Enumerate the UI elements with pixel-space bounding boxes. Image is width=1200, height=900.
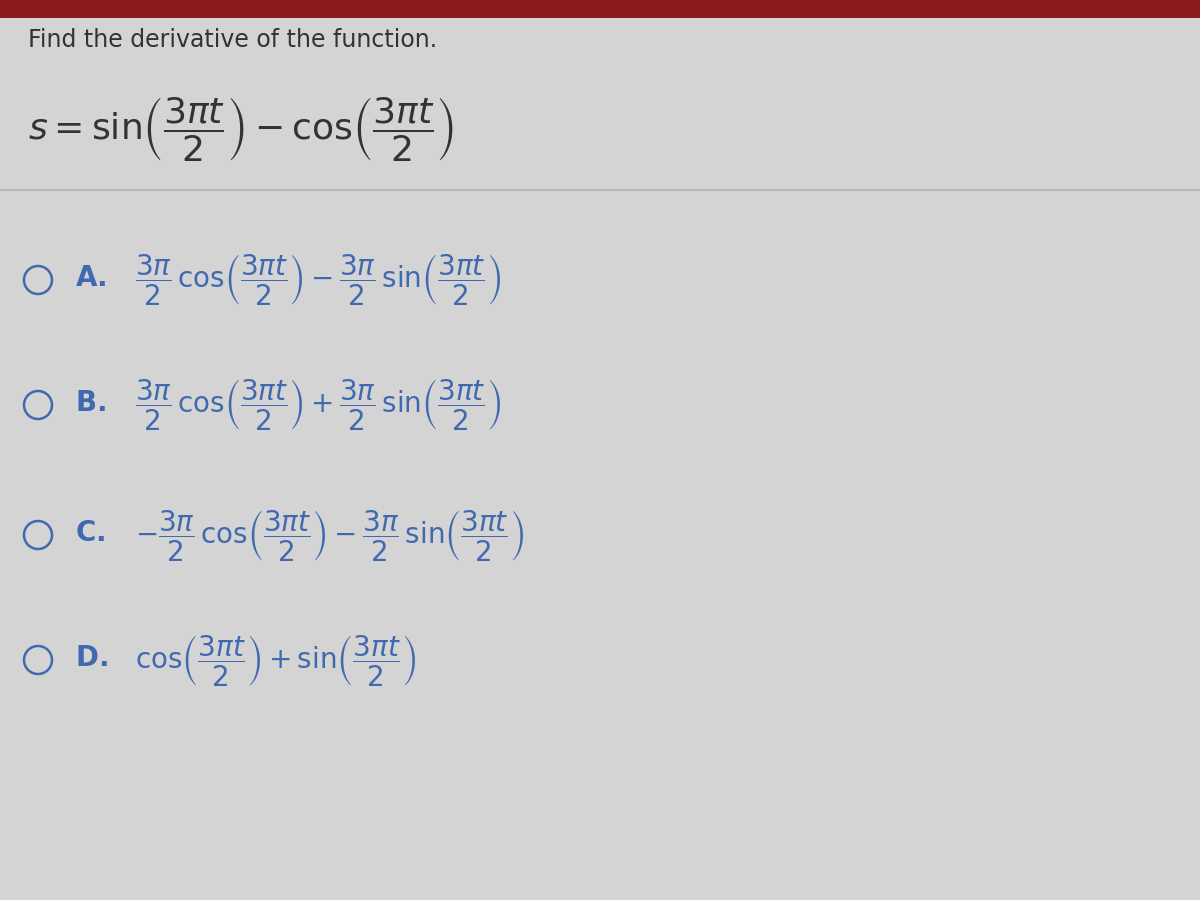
Text: $-\dfrac{3\pi}{2}\,\mathrm{cos}\left(\dfrac{3\pi t}{2}\right) - \dfrac{3\pi}{2}\: $-\dfrac{3\pi}{2}\,\mathrm{cos}\left(\df… [134,508,524,562]
Bar [0,0,1200,18]
Text: Find the derivative of the function.: Find the derivative of the function. [28,28,437,52]
Text: $s = \mathrm{sin}\left(\dfrac{3\pi t}{2}\right) - \mathrm{cos}\left(\dfrac{3\pi : $s = \mathrm{sin}\left(\dfrac{3\pi t}{2}… [28,96,454,164]
Text: $\mathbf{B.}$: $\mathbf{B.}$ [74,389,106,417]
Text: $\mathbf{D.}$: $\mathbf{D.}$ [74,644,108,672]
Text: $\mathrm{cos}\left(\dfrac{3\pi t}{2}\right) + \mathrm{sin}\left(\dfrac{3\pi t}{2: $\mathrm{cos}\left(\dfrac{3\pi t}{2}\rig… [134,633,416,688]
Text: $\dfrac{3\pi}{2}\,\mathrm{cos}\left(\dfrac{3\pi t}{2}\right) - \dfrac{3\pi}{2}\,: $\dfrac{3\pi}{2}\,\mathrm{cos}\left(\dfr… [134,253,502,308]
Text: $\dfrac{3\pi}{2}\,\mathrm{cos}\left(\dfrac{3\pi t}{2}\right) + \dfrac{3\pi}{2}\,: $\dfrac{3\pi}{2}\,\mathrm{cos}\left(\dfr… [134,377,502,433]
Text: $\mathbf{A.}$: $\mathbf{A.}$ [74,264,107,292]
Text: $\mathbf{C.}$: $\mathbf{C.}$ [74,519,106,547]
